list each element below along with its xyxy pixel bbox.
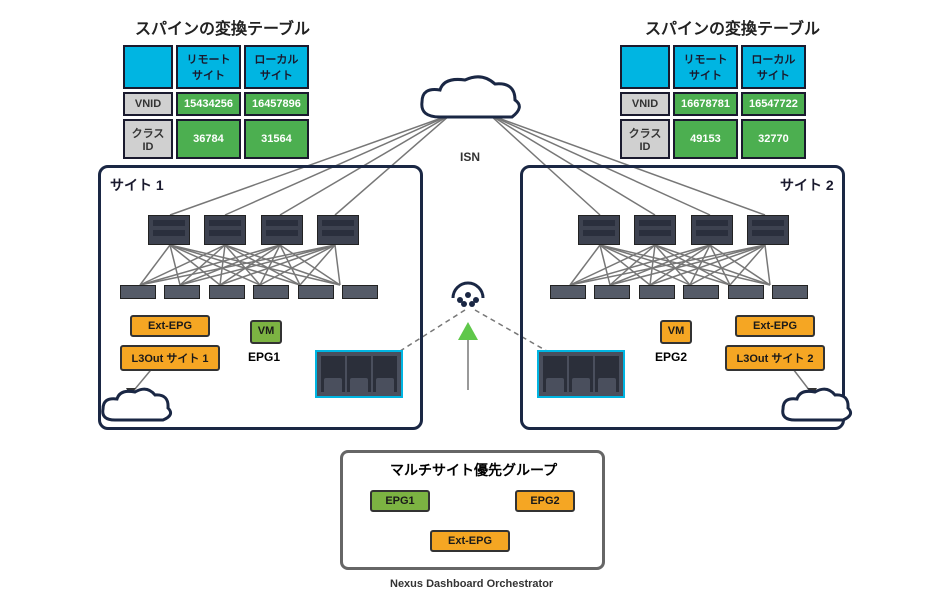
isn-cloud-icon	[410, 72, 530, 132]
cell: 31564	[244, 119, 309, 159]
site1-vm: VM	[250, 320, 282, 344]
table-header-remote: リモート サイト	[176, 45, 241, 89]
leaf-switch-icon	[639, 285, 675, 299]
table-title-left: スパインの変換テーブル	[135, 15, 310, 39]
spine-switch-icon	[691, 215, 733, 245]
table-blank-cell	[123, 45, 173, 89]
site1-apic-cluster-icon	[315, 350, 403, 398]
site2-l3out: L3Out サイト 2	[725, 345, 825, 371]
site2-label: サイト 2	[780, 175, 834, 195]
cell: 15434256	[176, 92, 241, 116]
leaf-switch-icon	[209, 285, 245, 299]
table-title-right: スパインの変換テーブル	[645, 15, 820, 39]
row-label-vnid: VNID	[123, 92, 173, 116]
isn-label: ISN	[460, 150, 480, 164]
cell: 16547722	[741, 92, 806, 116]
leaf-switch-icon	[594, 285, 630, 299]
server-icon	[543, 356, 567, 392]
site1-label: サイト 1	[110, 175, 164, 195]
translation-table-left: リモート サイト ローカル サイト VNID 15434256 16457896…	[120, 42, 312, 162]
leaf-switch-icon	[164, 285, 200, 299]
site2-epg-label: EPG2	[655, 350, 687, 364]
orch-ext-epg: Ext-EPG	[430, 530, 510, 552]
leaf-switch-icon	[772, 285, 808, 299]
site1-ext-epg: Ext-EPG	[130, 315, 210, 337]
site1-l3out: L3Out サイト 1	[120, 345, 220, 371]
orchestrator-title: マルチサイト優先グループ	[390, 460, 557, 480]
orchestrator-icon	[443, 270, 493, 325]
cell: 49153	[673, 119, 738, 159]
leaf-switch-icon	[728, 285, 764, 299]
leaf-switch-icon	[298, 285, 334, 299]
translation-table-right: リモート サイト ローカル サイト VNID 16678781 16547722…	[617, 42, 809, 162]
site2-spines	[578, 215, 789, 250]
spine-switch-icon	[148, 215, 190, 245]
leaf-switch-icon	[683, 285, 719, 299]
cell: 16457896	[244, 92, 309, 116]
spine-switch-icon	[204, 215, 246, 245]
leaf-switch-icon	[253, 285, 289, 299]
spine-switch-icon	[747, 215, 789, 245]
site1-external-cloud-icon	[95, 385, 175, 430]
table-header-remote: リモート サイト	[673, 45, 738, 89]
cell: 36784	[176, 119, 241, 159]
cell: 16678781	[673, 92, 738, 116]
row-label-vnid: VNID	[620, 92, 670, 116]
leaf-switch-icon	[550, 285, 586, 299]
site1-spines	[148, 215, 359, 250]
cell: 32770	[741, 119, 806, 159]
server-icon	[321, 356, 345, 392]
site2-ext-epg: Ext-EPG	[735, 315, 815, 337]
spine-switch-icon	[317, 215, 359, 245]
site1-leafs	[120, 285, 378, 304]
server-icon	[347, 356, 371, 392]
orch-epg2: EPG2	[515, 490, 575, 512]
server-icon	[569, 356, 593, 392]
table-header-local: ローカル サイト	[741, 45, 806, 89]
spine-switch-icon	[634, 215, 676, 245]
row-label-classid: クラス ID	[620, 119, 670, 159]
table-header-local: ローカル サイト	[244, 45, 309, 89]
spine-switch-icon	[261, 215, 303, 245]
site2-leafs	[550, 285, 808, 304]
site2-apic-cluster-icon	[537, 350, 625, 398]
site2-vm: VM	[660, 320, 692, 344]
orchestrator-caption: Nexus Dashboard Orchestrator	[390, 578, 553, 590]
leaf-switch-icon	[342, 285, 378, 299]
site1-epg-label: EPG1	[248, 350, 280, 364]
orch-epg1: EPG1	[370, 490, 430, 512]
spine-switch-icon	[578, 215, 620, 245]
server-icon	[595, 356, 619, 392]
table-blank-cell	[620, 45, 670, 89]
row-label-classid: クラス ID	[123, 119, 173, 159]
site2-external-cloud-icon	[775, 385, 855, 430]
server-icon	[373, 356, 397, 392]
leaf-switch-icon	[120, 285, 156, 299]
